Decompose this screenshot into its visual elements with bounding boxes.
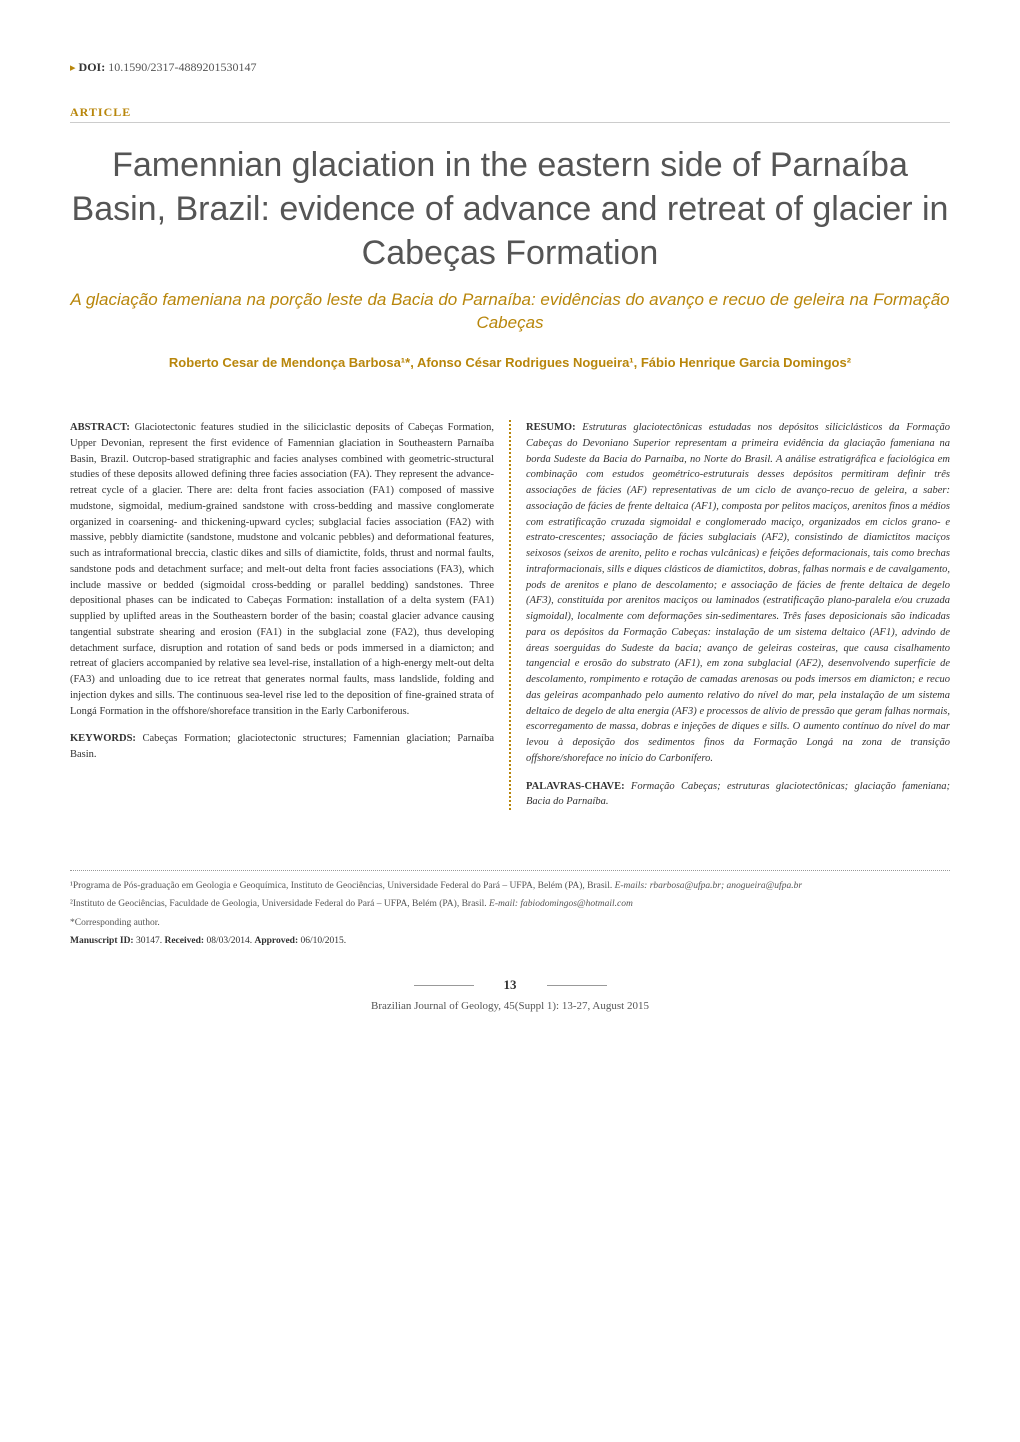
abstract-en-text: Glaciotectonic features studied in the s… [70, 422, 494, 717]
manuscript-info: Manuscript ID: 30147. Received: 08/03/20… [70, 936, 950, 946]
article-subtitle: A glaciação fameniana na porção leste da… [70, 288, 950, 336]
journal-reference: Brazilian Journal of Geology, 45(Suppl 1… [70, 1000, 950, 1012]
affiliation-1-text: Programa de Pós-graduação em Geologia e … [73, 881, 615, 891]
abstract-en-label: ABSTRACT: [70, 422, 130, 433]
affiliation-1-email: rbarbosa@ufpa.br; anogueira@ufpa.br [650, 881, 802, 891]
abstract-pt-text: Estruturas glaciotectônicas estudadas no… [526, 422, 950, 764]
doi-marker: ▸ [70, 62, 76, 74]
abstract-en-body: ABSTRACT: Glaciotectonic features studie… [70, 420, 494, 719]
abstracts-container: ABSTRACT: Glaciotectonic features studie… [70, 420, 950, 810]
affiliation-1-email-label: E-mails: [615, 881, 650, 891]
doi-label: DOI: [79, 60, 106, 74]
abstract-pt-label: RESUMO: [526, 422, 576, 433]
manuscript-id-label: Manuscript ID: [70, 936, 134, 946]
affiliation-2-email-label: E-mail: [489, 899, 520, 909]
page-number: 13 [474, 977, 547, 993]
corresponding-note: *Corresponding author. [70, 916, 950, 930]
article-title: Famennian glaciation in the eastern side… [70, 143, 950, 276]
page-footer: 13 Brazilian Journal of Geology, 45(Supp… [70, 976, 950, 1012]
affiliation-2-email: fabiodomingos@hotmail.com [520, 899, 632, 909]
keywords-pt: PALAVRAS-CHAVE: Formação Cabeças; estrut… [526, 779, 950, 811]
received-label: Received: [164, 936, 204, 946]
article-type-label: ARTICLE [70, 105, 950, 123]
abstract-pt-body: RESUMO: Estruturas glaciotectônicas estu… [526, 420, 950, 767]
approved-date: 06/10/2015. [298, 936, 346, 946]
keywords-pt-label: PALAVRAS-CHAVE: [526, 781, 625, 792]
doi-line: ▸ DOI: 10.1590/2317-4889201530147 [70, 60, 950, 75]
manuscript-id: 30147. [134, 936, 165, 946]
approved-label: Approved: [254, 936, 298, 946]
footer-divider [70, 870, 950, 871]
keywords-en: KEYWORDS: Cabeças Formation; glaciotecto… [70, 731, 494, 763]
abstract-portuguese: RESUMO: Estruturas glaciotectônicas estu… [509, 420, 950, 810]
received-date: 08/03/2014. [204, 936, 254, 946]
affiliation-1: ¹Programa de Pós-graduação em Geologia e… [70, 879, 950, 893]
authors-line: Roberto Cesar de Mendonça Barbosa¹*, Afo… [70, 355, 950, 370]
affiliation-2: ²Instituto de Geociências, Faculdade de … [70, 897, 950, 911]
abstract-english: ABSTRACT: Glaciotectonic features studie… [70, 420, 509, 810]
affiliation-2-text: Instituto de Geociências, Faculdade de G… [73, 899, 489, 909]
keywords-en-label: KEYWORDS: [70, 733, 136, 744]
doi-value: 10.1590/2317-4889201530147 [108, 60, 256, 74]
